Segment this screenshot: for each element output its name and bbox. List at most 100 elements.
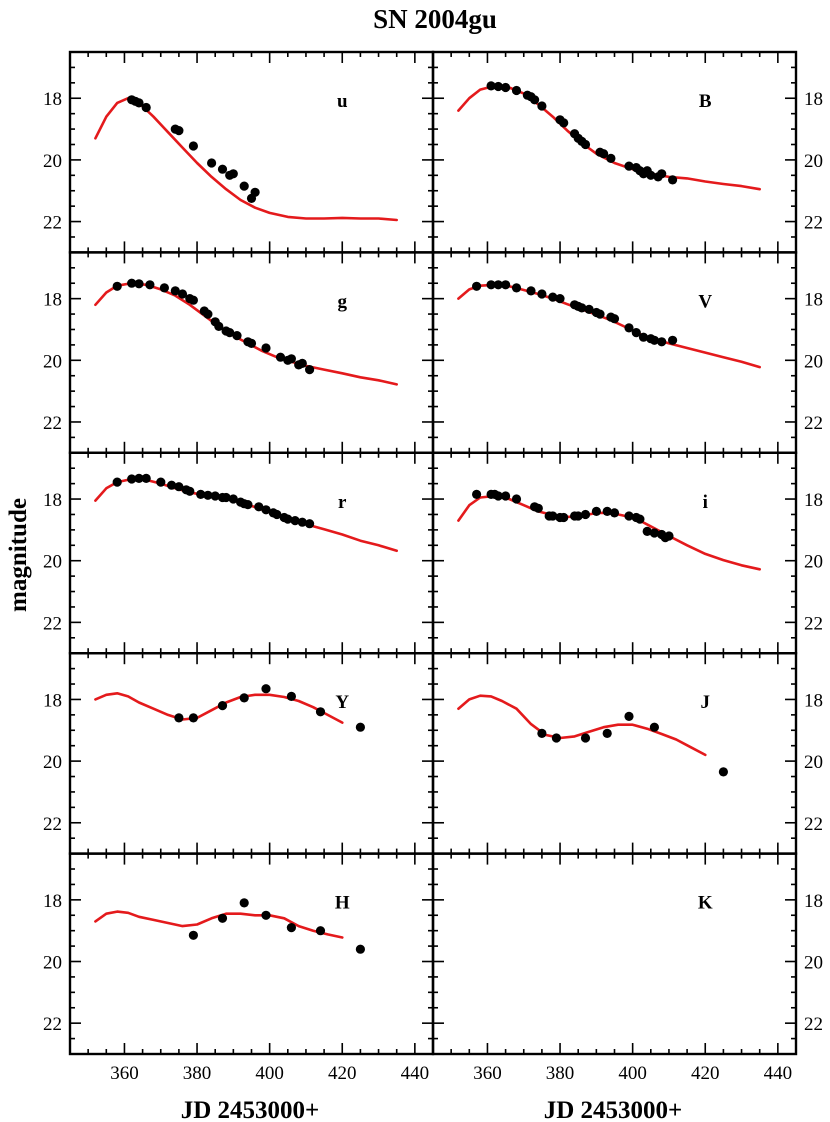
panel-H: 18 20 22 360 380 400 420 440 H <box>43 852 435 1084</box>
data-point <box>228 169 238 179</box>
x-tick-label: 440 <box>764 1063 793 1084</box>
y-tick-label: 18 <box>804 891 823 912</box>
y-tick-label: 22 <box>43 613 62 634</box>
model-curve-Y <box>94 692 344 724</box>
data-point <box>127 278 137 288</box>
data-point <box>290 516 300 526</box>
data-point <box>141 102 151 113</box>
y-tick-label: 20 <box>43 351 62 372</box>
model-curve-g <box>94 281 398 386</box>
y-tick-label: 18 <box>804 290 823 311</box>
y-tick-label: 18 <box>43 89 62 110</box>
y-tick-label: 18 <box>43 290 62 311</box>
data-point <box>591 506 602 516</box>
y-tick-label: 20 <box>804 953 823 974</box>
data-point <box>646 170 656 180</box>
panel-grid: 18 20 22 u 18 20 22 B 18 20 22 g 18 20 22 V 18 20 22 r 18 20 2… <box>43 50 823 1084</box>
data-point <box>225 328 235 338</box>
data-point <box>177 289 188 299</box>
y-tick-label: 20 <box>804 151 823 172</box>
data-point <box>188 295 198 305</box>
data-point <box>217 913 228 923</box>
data-point <box>355 944 365 954</box>
data-point <box>239 181 249 191</box>
data-point <box>217 701 228 711</box>
x-axis-label-right: JD 2453000+ <box>544 1097 683 1122</box>
data-point <box>305 519 315 529</box>
data-point <box>207 158 217 168</box>
panel-frame <box>431 652 798 855</box>
data-point <box>493 491 503 501</box>
y-tick-label: 22 <box>804 814 823 835</box>
model-curve-u <box>94 96 398 222</box>
data-point <box>649 722 660 732</box>
data-point <box>559 118 569 128</box>
y-tick-label: 22 <box>43 814 62 835</box>
data-point <box>196 489 206 499</box>
data-point <box>297 358 307 368</box>
y-tick-label: 18 <box>804 490 823 511</box>
panel-frame <box>68 251 435 454</box>
data-point <box>486 280 496 290</box>
data-point <box>185 486 195 496</box>
data-point <box>584 304 594 314</box>
data-point <box>221 492 231 503</box>
data-point <box>649 335 660 345</box>
x-tick-label: 380 <box>183 1063 212 1084</box>
y-tick-label: 20 <box>804 351 823 372</box>
y-tick-label: 18 <box>804 89 823 110</box>
data-point <box>355 722 365 732</box>
y-tick-label: 22 <box>43 413 62 434</box>
panel-frame <box>68 50 435 254</box>
band-label-J: J <box>701 692 711 713</box>
data-point <box>649 528 660 538</box>
x-tick-label: 420 <box>328 1063 357 1084</box>
data-point <box>272 509 282 520</box>
model-curve-B <box>457 84 761 191</box>
y-tick-label: 22 <box>804 613 823 634</box>
data-point <box>555 294 565 304</box>
model-curve-H <box>94 910 344 939</box>
band-label-H: H <box>335 893 350 914</box>
data-point <box>134 279 144 289</box>
x-tick-label: 400 <box>255 1063 284 1084</box>
data-point <box>537 101 547 111</box>
data-point <box>668 175 678 185</box>
y-tick-label: 18 <box>43 891 62 912</box>
data-point <box>134 98 144 108</box>
data-point <box>145 280 155 290</box>
data-point <box>624 711 634 722</box>
model-curve-r <box>94 477 398 553</box>
model-curve-i <box>457 494 761 571</box>
data-point <box>141 473 151 483</box>
data-point <box>511 85 522 96</box>
data-point <box>573 511 583 521</box>
panel-r: 18 20 22 r <box>43 451 435 655</box>
data-point <box>631 328 641 338</box>
data-point <box>472 489 482 499</box>
y-tick-label: 22 <box>804 213 823 234</box>
data-point <box>595 309 605 319</box>
y-tick-label: 20 <box>43 151 62 172</box>
data-point <box>203 309 213 319</box>
data-point <box>624 323 634 333</box>
data-point <box>493 81 503 92</box>
data-point <box>188 713 198 723</box>
data-point <box>286 923 296 933</box>
band-label-K: K <box>698 893 713 914</box>
panel-V: 18 20 22 V <box>431 251 823 454</box>
y-tick-label: 20 <box>43 752 62 773</box>
data-point <box>606 153 616 163</box>
data-point <box>657 337 667 347</box>
data-point <box>210 491 220 501</box>
data-point <box>250 187 260 197</box>
data-point <box>580 733 591 743</box>
data-point <box>261 343 271 353</box>
data-point <box>112 281 122 291</box>
panel-frame <box>68 852 435 1056</box>
data-point <box>159 283 169 293</box>
data-point <box>609 314 620 324</box>
data-point <box>526 286 536 296</box>
panel-i: 18 20 22 i <box>431 451 823 655</box>
